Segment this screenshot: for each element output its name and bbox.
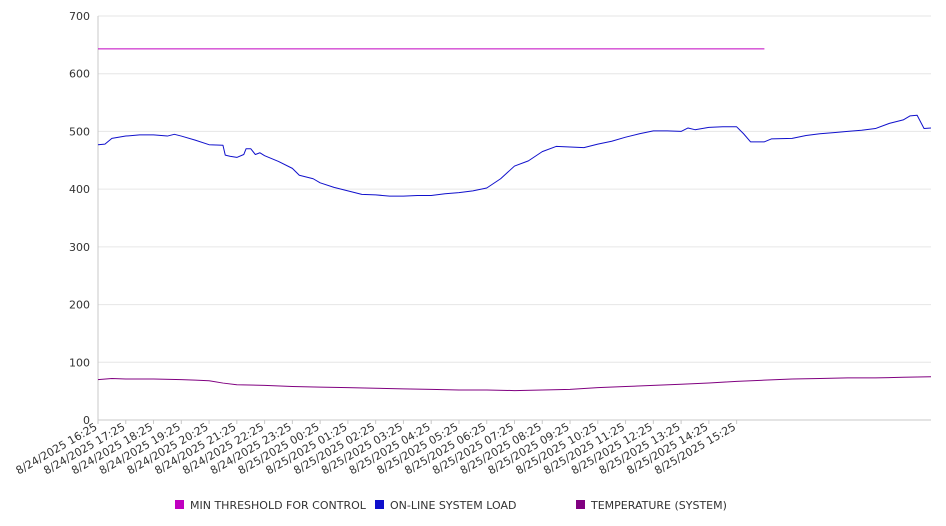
y-tick-label: 200 bbox=[69, 299, 90, 312]
series-line-1 bbox=[97, 114, 932, 197]
legend-swatch bbox=[375, 500, 384, 509]
series-line-2 bbox=[97, 376, 932, 392]
legend-swatch bbox=[175, 500, 184, 509]
legend-label: MIN THRESHOLD FOR CONTROL bbox=[190, 499, 367, 512]
y-tick-label: 600 bbox=[69, 68, 90, 81]
y-axis: 0 100 200 300 400 500 600 700 bbox=[69, 10, 99, 427]
legend: MIN THRESHOLD FOR CONTROL ON-LINE SYSTEM … bbox=[175, 499, 727, 512]
legend-label: ON-LINE SYSTEM LOAD bbox=[390, 499, 516, 512]
legend-swatch bbox=[576, 500, 585, 509]
series-lines bbox=[97, 48, 932, 392]
grid-lines bbox=[98, 15, 931, 421]
y-tick-label: 400 bbox=[69, 183, 90, 196]
x-axis: 8/24/2025 16:258/24/2025 17:258/24/2025 … bbox=[14, 419, 931, 477]
y-tick-label: 500 bbox=[69, 125, 90, 138]
y-tick-label: 0 bbox=[83, 414, 90, 427]
y-tick-label: 700 bbox=[69, 10, 90, 23]
legend-label: TEMPERATURE (SYSTEM) bbox=[590, 499, 727, 512]
y-tick-label: 100 bbox=[69, 356, 90, 369]
y-tick-label: 300 bbox=[69, 241, 90, 254]
